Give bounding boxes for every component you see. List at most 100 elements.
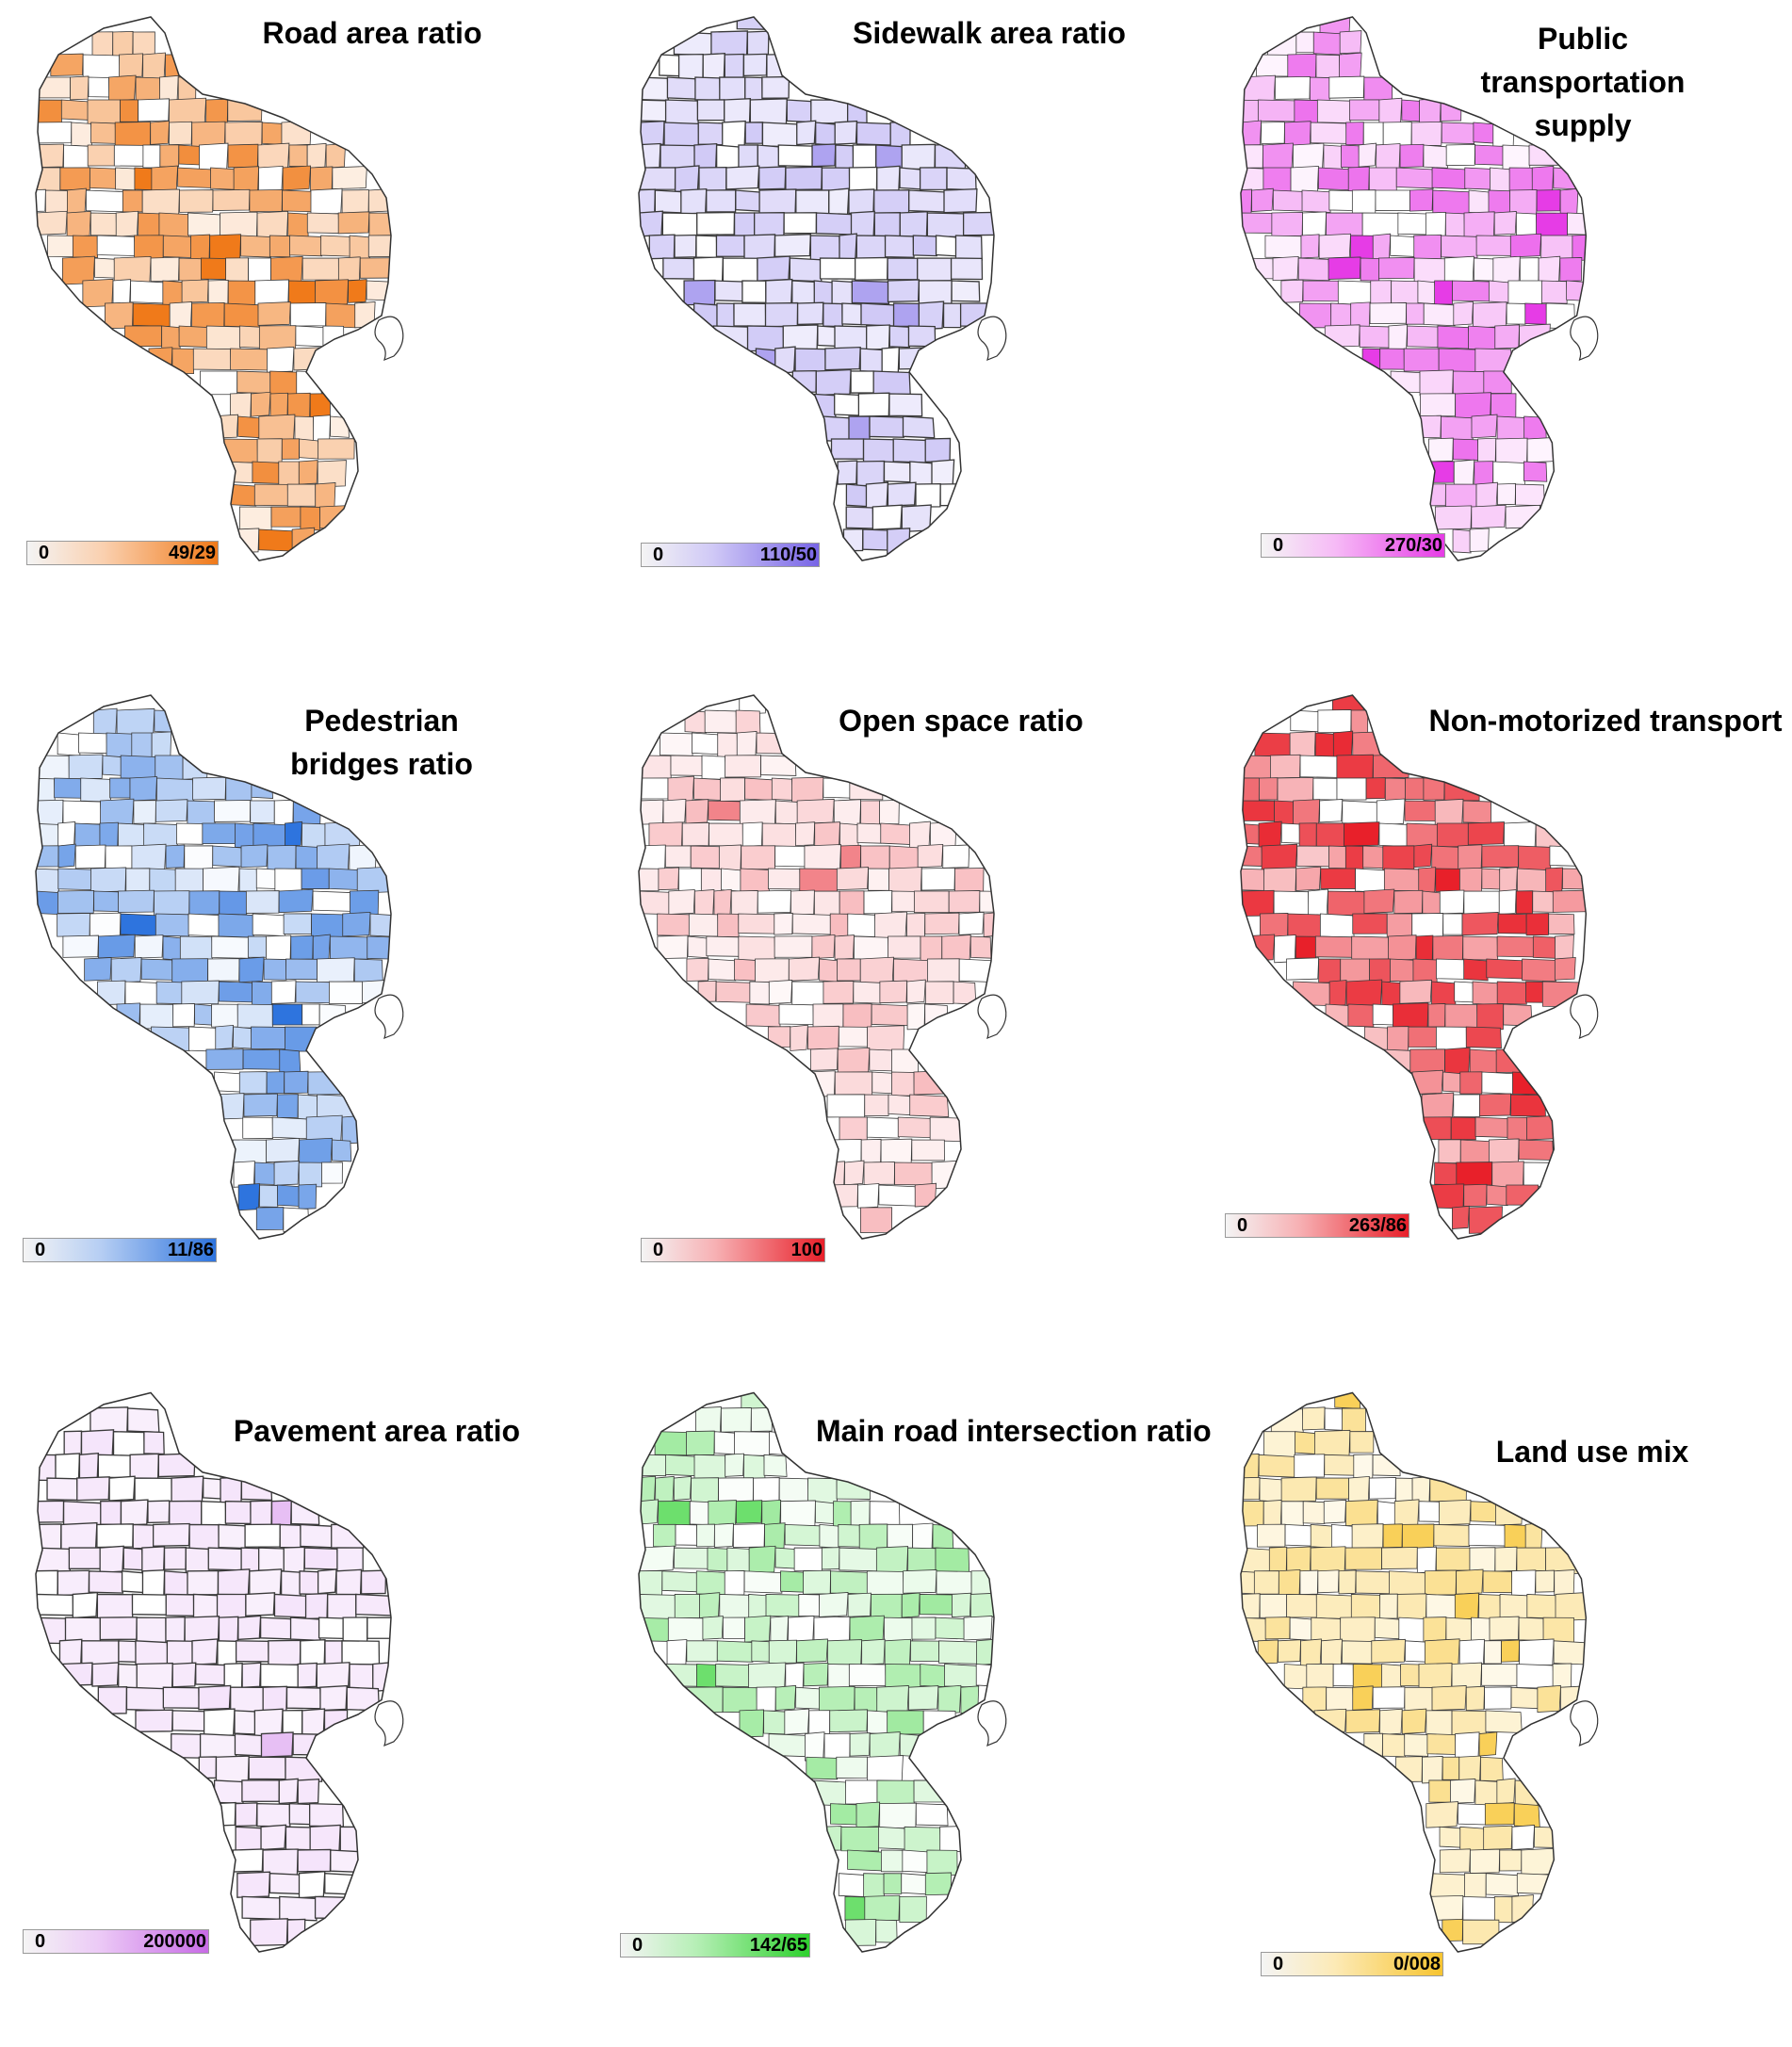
district-cell <box>702 1616 724 1640</box>
district-cell <box>315 279 349 306</box>
choropleth-map <box>1240 16 1599 561</box>
district-cell <box>1445 483 1477 510</box>
district-cell <box>774 800 799 825</box>
district-cell <box>741 821 763 847</box>
district-cell <box>738 913 775 934</box>
district-cell <box>813 280 835 306</box>
district-cell <box>664 1454 696 1477</box>
district-cell <box>1378 97 1403 124</box>
district-cell <box>1270 754 1301 779</box>
district-cell <box>1422 890 1442 916</box>
district-cell <box>1567 212 1587 236</box>
district-cell <box>898 347 929 370</box>
district-cell <box>765 278 793 307</box>
district-cell <box>236 370 272 394</box>
district-cell <box>298 1183 318 1210</box>
district-cell <box>697 122 725 146</box>
district-cell <box>1310 122 1347 144</box>
district-cell <box>342 911 371 937</box>
district-cell <box>258 414 296 443</box>
district-cell <box>892 438 927 463</box>
district-cell <box>255 1207 285 1230</box>
district-cell <box>116 707 155 737</box>
district-cell <box>836 867 870 891</box>
district-cell <box>929 1116 969 1143</box>
district-cell <box>979 890 994 913</box>
district-cell <box>273 1593 308 1618</box>
district-cell <box>209 234 242 262</box>
district-cell <box>288 280 317 306</box>
district-cell <box>674 1594 700 1618</box>
district-cell <box>174 868 204 894</box>
district-cell <box>768 1733 807 1758</box>
district-cell <box>348 279 367 303</box>
district-cell <box>892 302 920 328</box>
district-cell <box>1484 1802 1515 1826</box>
district-cell <box>683 279 716 306</box>
district-cell <box>237 415 261 439</box>
district-cell <box>124 981 158 1007</box>
district-cell <box>891 890 916 913</box>
district-cell <box>203 1708 236 1738</box>
district-cell <box>1438 1139 1461 1164</box>
district-cell <box>130 280 165 304</box>
district-cell <box>283 1546 305 1575</box>
district-cell <box>210 167 236 190</box>
district-cell <box>761 822 797 847</box>
district-cell <box>893 958 930 983</box>
district-cell <box>1445 143 1475 167</box>
district-cell <box>232 1848 264 1873</box>
district-cell <box>951 280 981 302</box>
district-cell <box>834 934 855 960</box>
district-cell <box>854 256 888 281</box>
district-cell <box>841 302 863 326</box>
district-cell <box>62 934 99 958</box>
district-cell <box>784 1708 810 1735</box>
district-cell <box>165 844 186 869</box>
district-cell <box>837 1047 871 1075</box>
district-cell <box>693 777 723 801</box>
district-cell <box>857 392 890 417</box>
district-cell <box>1355 1570 1391 1595</box>
district-cell <box>1372 1003 1394 1026</box>
district-cell <box>774 935 813 958</box>
district-cell <box>213 1093 245 1120</box>
district-cell <box>1485 1873 1520 1896</box>
district-cell <box>739 1709 765 1738</box>
district-cell <box>902 1849 929 1874</box>
district-cell <box>1425 483 1446 507</box>
district-cell <box>1423 302 1456 327</box>
district-outline <box>35 694 392 1240</box>
district-cell <box>1453 1094 1480 1117</box>
map-title: Pedestrian bridges ratio <box>290 704 473 781</box>
district-cell <box>178 325 208 348</box>
legend-bar: 0 200000 <box>23 1929 209 1954</box>
district-cell <box>1436 822 1469 848</box>
district-cell <box>730 890 758 917</box>
district-cell <box>1336 754 1374 782</box>
map-title: Main road intersection ratio <box>816 1414 1212 1448</box>
district-cell <box>686 957 709 982</box>
district-cell <box>36 1500 65 1523</box>
district-cell <box>738 935 776 962</box>
district-cell <box>312 934 331 962</box>
district-cell <box>1369 958 1391 983</box>
district-cell <box>834 393 861 416</box>
district-cell <box>1264 1616 1291 1640</box>
district-cell <box>938 1640 978 1665</box>
district-cell <box>1328 256 1361 280</box>
district-cell <box>233 166 259 194</box>
district-cell <box>72 235 99 258</box>
district-cell <box>714 280 744 302</box>
district-cell <box>115 210 139 237</box>
district-cell <box>1411 913 1444 940</box>
district-cell <box>248 257 271 284</box>
district-cell <box>198 1684 232 1711</box>
district-cell <box>639 120 665 146</box>
district-cell <box>259 1184 279 1208</box>
choropleth-map <box>638 1391 1007 1953</box>
district-cell <box>185 1547 210 1575</box>
district-cell <box>852 144 877 170</box>
map-panel-road-area: Road area ratio 0 49/29 <box>0 0 603 659</box>
district-cell <box>320 235 351 257</box>
